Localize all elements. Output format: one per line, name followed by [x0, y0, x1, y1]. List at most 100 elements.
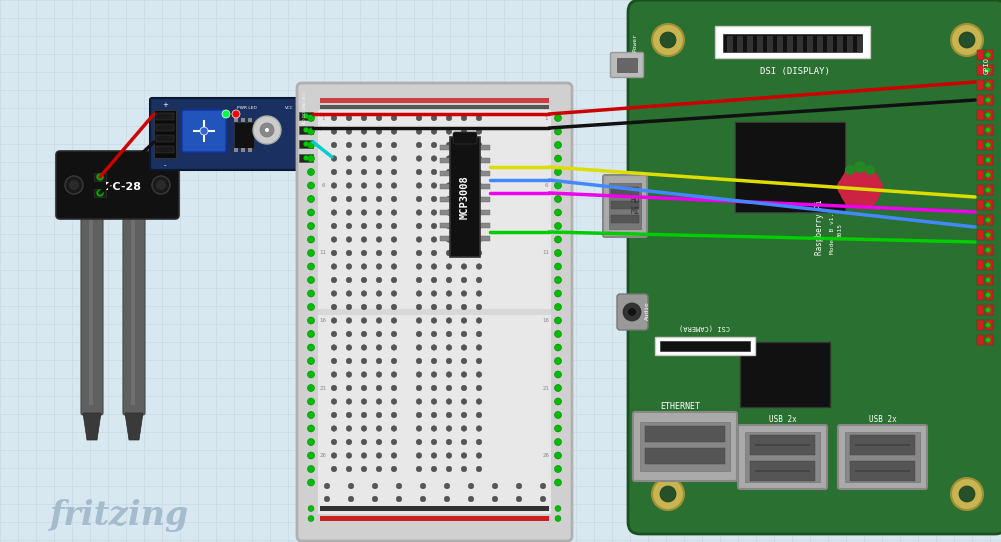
- Circle shape: [416, 183, 421, 188]
- Circle shape: [431, 345, 436, 350]
- Circle shape: [555, 358, 562, 365]
- Circle shape: [986, 127, 991, 132]
- Bar: [440, 210, 450, 215]
- Circle shape: [555, 398, 562, 405]
- Circle shape: [361, 425, 366, 431]
- Circle shape: [376, 128, 381, 134]
- Circle shape: [307, 114, 314, 121]
- Circle shape: [446, 399, 451, 404]
- Circle shape: [361, 196, 366, 202]
- Circle shape: [446, 439, 451, 445]
- Text: MCP3008: MCP3008: [460, 175, 470, 219]
- Circle shape: [446, 304, 451, 310]
- Circle shape: [331, 142, 336, 148]
- Circle shape: [555, 290, 562, 297]
- Circle shape: [391, 385, 396, 391]
- Circle shape: [416, 304, 421, 310]
- Circle shape: [844, 190, 862, 208]
- Circle shape: [307, 223, 314, 229]
- Circle shape: [846, 173, 874, 201]
- Circle shape: [361, 304, 366, 310]
- Circle shape: [416, 128, 421, 134]
- Circle shape: [476, 385, 481, 391]
- Text: 21: 21: [543, 385, 550, 390]
- Circle shape: [431, 331, 436, 337]
- Circle shape: [858, 190, 876, 208]
- Circle shape: [652, 24, 684, 56]
- Circle shape: [361, 385, 366, 391]
- Bar: [850, 461, 915, 481]
- Circle shape: [555, 331, 562, 338]
- Text: ETHERNET: ETHERNET: [660, 402, 700, 411]
- Circle shape: [446, 196, 451, 202]
- Circle shape: [96, 173, 103, 180]
- Bar: [986, 170, 993, 180]
- Circle shape: [476, 142, 481, 148]
- Circle shape: [346, 345, 351, 350]
- Bar: [645, 426, 725, 442]
- Bar: [480, 171, 490, 176]
- Text: 11: 11: [543, 250, 550, 255]
- Circle shape: [431, 277, 436, 283]
- Circle shape: [416, 331, 421, 337]
- Text: 2015: 2015: [838, 223, 843, 237]
- Text: HD
MI: HD MI: [631, 196, 640, 216]
- Text: 16: 16: [319, 318, 326, 323]
- Circle shape: [331, 156, 336, 162]
- Text: Audio: Audio: [645, 302, 650, 320]
- Circle shape: [361, 156, 366, 162]
- Circle shape: [307, 128, 314, 135]
- Circle shape: [396, 483, 401, 489]
- Circle shape: [307, 236, 314, 243]
- Circle shape: [416, 223, 421, 229]
- Text: 21: 21: [319, 385, 326, 390]
- Circle shape: [431, 439, 436, 445]
- Circle shape: [331, 385, 336, 391]
- Circle shape: [959, 32, 975, 48]
- Polygon shape: [125, 413, 143, 440]
- Circle shape: [346, 372, 351, 377]
- Bar: [299, 112, 313, 120]
- Circle shape: [376, 223, 381, 229]
- Circle shape: [431, 291, 436, 296]
- Bar: [248, 118, 252, 122]
- Text: 6: 6: [321, 183, 324, 188]
- Circle shape: [391, 331, 396, 337]
- Circle shape: [232, 110, 240, 118]
- Circle shape: [431, 318, 436, 323]
- Circle shape: [476, 277, 481, 283]
- Text: DSI (DISPLAY): DSI (DISPLAY): [760, 67, 830, 76]
- Circle shape: [431, 385, 436, 391]
- Bar: [480, 158, 490, 163]
- Bar: [440, 223, 450, 228]
- Circle shape: [361, 439, 366, 445]
- Circle shape: [431, 196, 436, 202]
- Circle shape: [555, 155, 562, 162]
- Bar: [977, 290, 984, 300]
- Circle shape: [476, 318, 481, 323]
- Circle shape: [555, 114, 562, 121]
- Bar: [440, 236, 450, 241]
- Circle shape: [416, 277, 421, 283]
- Circle shape: [986, 278, 991, 282]
- Circle shape: [303, 113, 308, 119]
- Circle shape: [555, 209, 562, 216]
- Circle shape: [307, 209, 314, 216]
- Circle shape: [361, 372, 366, 377]
- Circle shape: [431, 304, 436, 310]
- Bar: [986, 290, 993, 300]
- Circle shape: [346, 277, 351, 283]
- Circle shape: [476, 128, 481, 134]
- Circle shape: [446, 372, 451, 377]
- Circle shape: [461, 372, 466, 377]
- Circle shape: [492, 483, 497, 489]
- Circle shape: [396, 496, 401, 502]
- FancyBboxPatch shape: [617, 294, 648, 330]
- Circle shape: [346, 237, 351, 242]
- Bar: [986, 95, 993, 105]
- Bar: [747, 36, 753, 52]
- Circle shape: [361, 318, 366, 323]
- Circle shape: [376, 385, 381, 391]
- Circle shape: [307, 196, 314, 203]
- Circle shape: [461, 385, 466, 391]
